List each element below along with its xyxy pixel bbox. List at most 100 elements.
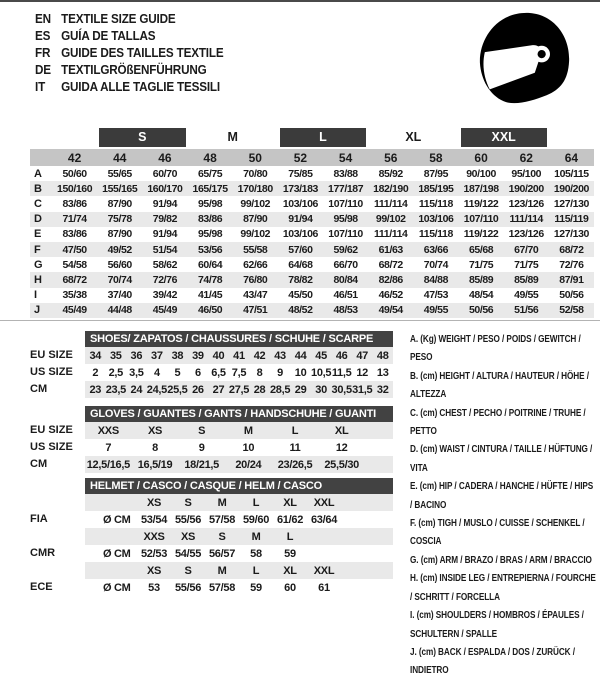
measurement-value: 107/110 — [328, 228, 363, 241]
size-row: 2 2,5 3,5 4 5 6 6,5 7,5 8 9 10 10,5 11,5 12 13 — [85, 364, 393, 381]
measurement-value: 115/118 — [418, 228, 453, 241]
helmet-size-label: XL — [283, 564, 297, 577]
measurement-value: 91/94 — [152, 197, 178, 210]
size-value: 25,5/30 — [324, 458, 359, 471]
helmet-size-value: 53/54 — [140, 513, 168, 526]
measurement-value: 68/72 — [62, 273, 87, 286]
measurement-value: 43/47 — [243, 289, 268, 302]
row-label: A — [34, 167, 42, 180]
measurement-value: 55/58 — [243, 243, 268, 256]
size-value: 9 — [198, 441, 205, 454]
legend-item: D. (cm) WAIST / CINTURA / TAILLE / HÜFTU… — [410, 444, 593, 474]
size-value: 38 — [171, 349, 184, 362]
size-group-s: S — [99, 127, 186, 147]
measurement-value: 70/74 — [107, 273, 133, 286]
helmet-icon — [479, 12, 570, 104]
measurement-value: 47/51 — [243, 304, 268, 317]
size-value: 42 — [253, 349, 266, 362]
measurement-value: 95/98 — [197, 228, 223, 241]
measurement-value: 99/102 — [240, 197, 271, 210]
size-value: 9 — [277, 366, 283, 379]
measurement-value: 123/126 — [508, 197, 545, 210]
helmet-size-value: 59/60 — [242, 513, 270, 526]
measurement-value: 85/89 — [468, 273, 494, 286]
size-row: 23 23,5 24 24,5 25,5 26 27 27,5 28 28,5 29 30 30,5 31… — [85, 381, 393, 398]
size-value: 12 — [335, 441, 348, 454]
language-title: GUIDA ALLE TAGLIE TESSILI — [61, 79, 220, 94]
size-value: L — [291, 424, 299, 437]
size-value: 11 — [289, 441, 301, 454]
diameter-unit: Ø CM — [103, 581, 131, 594]
measurement-value: 71/75 — [514, 258, 539, 271]
row-unit-label: CM — [30, 383, 48, 395]
measurement-value: 45/49 — [152, 304, 178, 317]
row-label: H — [34, 273, 42, 286]
measurement-value: 75/78 — [107, 213, 133, 226]
helmet-size-value: 53 — [148, 581, 160, 594]
size-group-l: L — [279, 127, 367, 147]
measurement-value: 51/56 — [514, 304, 539, 317]
row-unit-label: CM — [30, 458, 48, 470]
main-table-body: A 50/60 55/65 60/70 65/75 70/80 75/85 83/88 85/9… — [30, 166, 594, 318]
measurement-value: 111/114 — [374, 228, 408, 241]
measurement-value: 115/118 — [418, 197, 453, 210]
size-value: M — [243, 424, 253, 437]
measurement-value: 105/115 — [554, 167, 589, 180]
measurement-value: 185/195 — [418, 182, 454, 195]
measurement-value: 50/56 — [468, 304, 494, 317]
measurement-value: 58/62 — [152, 258, 178, 271]
size-value: 8 — [152, 441, 158, 454]
helmet-size-value: 54/55 — [174, 547, 202, 560]
measurement-value: 49/52 — [107, 243, 133, 256]
numeric-size: 60 — [474, 150, 488, 165]
helmet-size-value: 55/56 — [174, 513, 202, 526]
numeric-size: 54 — [338, 150, 353, 165]
gloves-table: GLOVES / GUANTES / GANTS / HANDSCHUHE / … — [30, 406, 393, 473]
size-value: 4 — [153, 366, 160, 379]
gutter-spacer — [30, 494, 85, 511]
size-value: 46 — [335, 349, 348, 362]
language-row: EN TEXTILE SIZE GUIDE — [35, 10, 223, 27]
helmet-size-value: 63/64 — [310, 513, 338, 526]
size-value: 26 — [192, 383, 204, 396]
measurement-value: 50/56 — [559, 289, 584, 302]
measurement-value: 35/38 — [62, 289, 87, 302]
size-value: 29 — [294, 383, 307, 396]
helmet-size-label: S — [184, 496, 192, 509]
measurement-value: 99/102 — [375, 213, 406, 226]
measurement-value: 123/126 — [508, 228, 545, 241]
measurement-value: 75/85 — [288, 167, 313, 180]
measurement-row: H 68/72 70/74 72/76 74/78 76/80 78/82 80/84 82/8… — [30, 272, 594, 288]
gloves-title-bar: GLOVES / GUANTES / GANTS / HANDSCHUHE / … — [85, 406, 393, 422]
measurement-value: 49/55 — [423, 304, 449, 317]
size-row: 34 35 36 37 38 39 40 41 42 43 44 45 46 47 48 — [85, 347, 393, 364]
numeric-size: 52 — [293, 150, 308, 165]
helmet-visor — [483, 45, 542, 90]
measurement-value: 177/187 — [328, 182, 364, 195]
helmet-size-value: 59 — [250, 581, 262, 594]
size-value: 39 — [192, 349, 204, 362]
size-value: 12 — [356, 366, 368, 379]
size-value: 13 — [376, 366, 389, 379]
measurement-row: A 50/60 55/65 60/70 65/75 70/80 75/85 83/88 85/9… — [30, 166, 594, 181]
measurement-value: 72/76 — [559, 258, 584, 271]
measurement-value: 47/53 — [423, 289, 449, 302]
measurement-value: 187/198 — [463, 182, 500, 195]
helmet-size-value: 57/58 — [208, 513, 236, 526]
legend-item: F. (cm) TIGH / MUSLO / CUISSE / SCHENKEL… — [410, 518, 585, 548]
measurement-value: 190/200 — [553, 182, 590, 195]
measurement-value: 37/40 — [107, 289, 133, 302]
size-value: 36 — [130, 349, 143, 362]
size-value: 3,5 — [129, 366, 144, 379]
measurement-legend: A. (Kg) WEIGHT / PESO / POIDS / GEWITCH … — [410, 331, 597, 681]
size-value: 47 — [356, 349, 368, 362]
size-value: S — [198, 424, 206, 437]
measurement-value: 56/60 — [107, 258, 133, 271]
measurement-value: 83/86 — [62, 228, 87, 241]
size-value: 28 — [253, 383, 266, 396]
helmet-size-label: XS — [146, 564, 162, 577]
measurement-value: 95/98 — [197, 197, 223, 210]
measurement-value: 127/130 — [553, 197, 590, 210]
helmet-value-row: Ø CM 53/54 55/56 57/58 59/60 61/62 63/64 — [85, 511, 393, 528]
helmet-size-row: XS S M L XL XXL — [85, 562, 393, 579]
